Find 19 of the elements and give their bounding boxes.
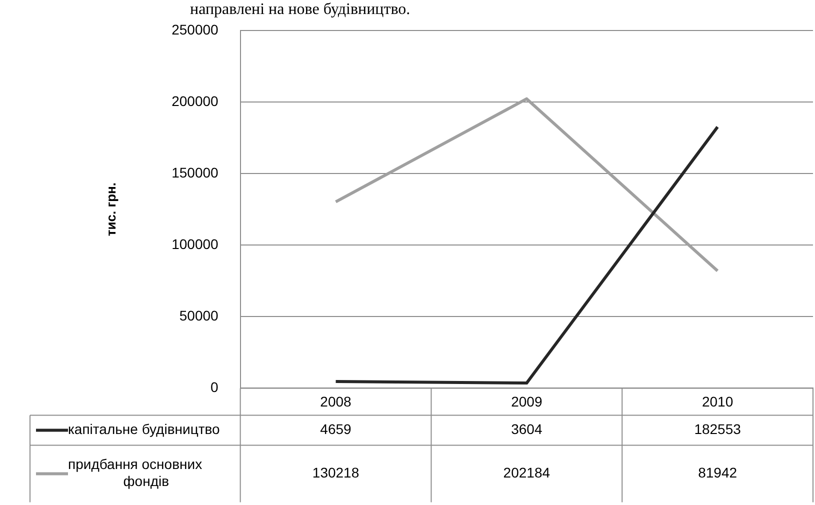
y-tick-label: 200000 bbox=[172, 92, 219, 109]
data-label: 4659 bbox=[320, 421, 352, 438]
data-label: 81942 bbox=[698, 464, 738, 481]
y-tick-label: 250000 bbox=[172, 21, 219, 38]
x-tick-label: 2009 bbox=[511, 393, 542, 410]
x-tick-label: 2008 bbox=[320, 393, 352, 410]
data-label: 130218 bbox=[312, 464, 360, 481]
text: направлені на нове будівництво. bbox=[190, 1, 410, 18]
legend-label: придбання основних фондів bbox=[68, 456, 202, 490]
legend-label: капітальне будівництво bbox=[68, 421, 220, 438]
y-tick-label: 150000 bbox=[172, 164, 219, 180]
y-axis-title: тис. грн. bbox=[103, 182, 118, 236]
y-tick-label: 0 bbox=[210, 379, 219, 396]
x-tick-label: 2010 bbox=[702, 393, 734, 410]
y-tick-label: 100000 bbox=[172, 236, 219, 252]
data-label: 182553 bbox=[694, 421, 742, 438]
data-label: 202184 bbox=[503, 464, 550, 481]
y-tick-label: 50000 bbox=[179, 308, 219, 324]
data-label: 3604 bbox=[511, 421, 542, 438]
